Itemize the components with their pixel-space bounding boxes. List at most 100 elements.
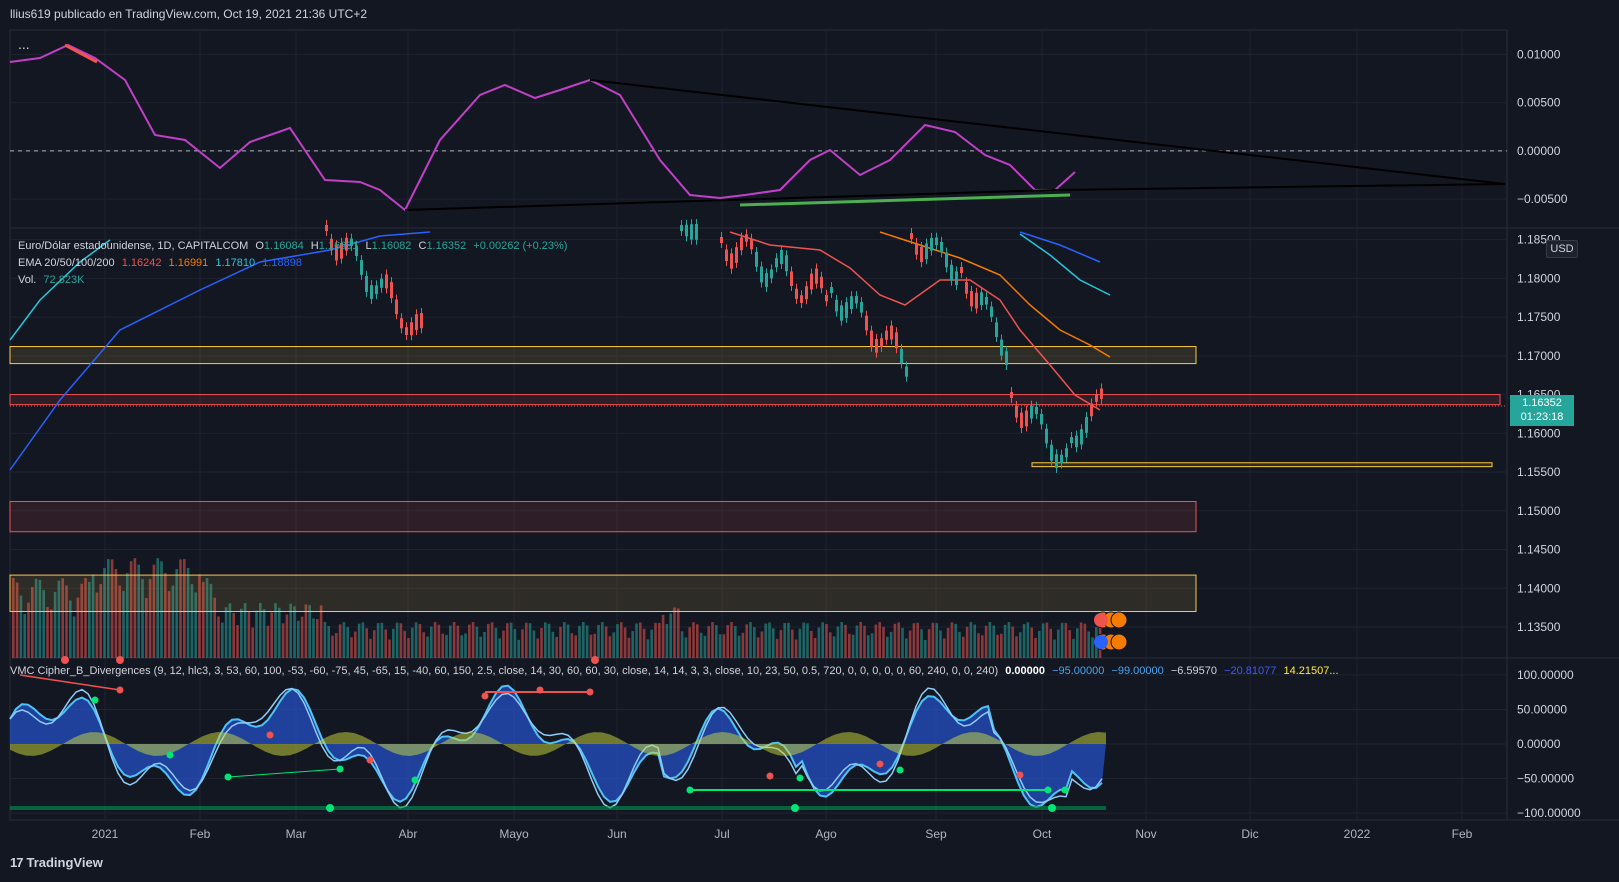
candle-body <box>720 237 723 243</box>
time-tick-label: Oct <box>1033 827 1052 841</box>
volume-bar <box>825 624 828 658</box>
volume-bar <box>118 585 121 658</box>
volume-bar <box>737 635 741 658</box>
top-axis-tick: 0.01000 <box>1517 47 1561 61</box>
volume-bar <box>756 637 760 658</box>
volume-bar <box>722 634 726 658</box>
candle-body <box>1010 392 1013 398</box>
candle-body <box>890 325 893 340</box>
volume-bar <box>650 629 653 658</box>
volume-bar <box>897 622 900 658</box>
candle-body <box>865 315 868 331</box>
volume-bar <box>190 584 194 658</box>
volume-legend[interactable]: Vol. 72.823K <box>18 274 88 286</box>
candle-body <box>1095 394 1098 402</box>
volume-bar <box>920 629 923 658</box>
candle-body <box>330 238 333 251</box>
volume-bar <box>50 609 53 658</box>
candle-body <box>770 269 773 279</box>
volume-bar <box>566 624 570 658</box>
candle-body <box>1085 417 1088 433</box>
volume-bar <box>171 585 175 658</box>
close-label: C <box>418 240 427 252</box>
candle-body <box>420 313 423 329</box>
price-zone <box>9 500 1197 533</box>
time-tick-label: Mar <box>286 827 307 841</box>
volume-bar <box>19 595 23 658</box>
candle-body <box>1080 429 1083 445</box>
candle-body <box>410 322 413 336</box>
symbol-name[interactable]: Euro/Dólar estadounidense, 1D, CAPITALCO… <box>18 240 249 252</box>
more-icon[interactable]: ... <box>18 36 30 52</box>
volume-bar <box>69 600 72 658</box>
low-label: L <box>365 240 372 252</box>
volume-bar <box>327 626 330 658</box>
last-price-value: 1.16352 <box>1522 397 1562 409</box>
candle-body <box>1000 339 1003 356</box>
volume-bar <box>34 578 38 658</box>
time-tick-label: Jul <box>714 827 729 841</box>
volume-bar <box>943 638 946 658</box>
candle-body <box>385 274 388 289</box>
volume-bar <box>810 630 813 658</box>
volume-bar <box>506 623 509 658</box>
volume-bar <box>148 579 152 658</box>
candle-body <box>735 247 738 263</box>
volume-bar <box>1038 630 1041 658</box>
volume-bar <box>414 622 418 658</box>
volume-bar <box>209 583 213 658</box>
volume-bar <box>984 625 988 658</box>
candle-body <box>375 285 378 295</box>
volume-bar <box>433 622 437 658</box>
volume-bar <box>817 627 821 658</box>
cipher-legend[interactable]: VMC Cipher_B_Divergences (9, 12, hlc3, 3… <box>10 665 1343 677</box>
candle-body <box>825 294 828 302</box>
time-tick-label: Feb <box>190 827 211 841</box>
status-dot <box>791 804 799 812</box>
candle-body <box>835 299 838 312</box>
volume-bar <box>471 622 475 658</box>
tradingview-brand[interactable]: 17 TradingView <box>10 855 103 870</box>
volume-bar <box>859 622 862 658</box>
volume-bar <box>475 626 479 658</box>
volume-bar <box>718 634 722 658</box>
high-value: 1.16691 <box>318 240 359 252</box>
candle-body <box>935 237 938 245</box>
volume-bar <box>15 582 19 658</box>
candle-body <box>1070 437 1073 443</box>
candle-body <box>830 287 833 293</box>
volume-bar <box>745 624 748 658</box>
signal-dot <box>266 731 274 739</box>
volume-bar <box>308 605 311 658</box>
volume-bar <box>205 578 209 658</box>
candle-body <box>950 264 953 281</box>
ema100-value: 1.17810 <box>215 257 256 269</box>
volume-bar <box>274 603 277 658</box>
ema-legend[interactable]: EMA 20/50/100/200 1.16242 1.16991 1.1781… <box>18 257 306 269</box>
volume-bar <box>578 625 581 658</box>
volume-bar <box>840 622 843 658</box>
wave-area <box>10 685 1106 808</box>
volume-bar <box>1034 637 1037 658</box>
volume-bar <box>441 633 444 658</box>
volume-bar <box>445 634 448 658</box>
signal-dot <box>896 766 904 774</box>
candle-body <box>995 322 998 338</box>
signal-dot <box>766 772 774 780</box>
time-tick-label: Dic <box>1241 827 1258 841</box>
volume-bar <box>1068 630 1071 658</box>
volume-bar <box>361 622 365 658</box>
volume-bar <box>1064 623 1068 658</box>
candle-body <box>925 243 928 260</box>
candle-body <box>790 271 793 286</box>
volume-bar <box>202 581 205 658</box>
volume-bar <box>1041 623 1045 658</box>
volume-bar <box>612 632 615 658</box>
volume-bar <box>730 622 733 658</box>
candle-body <box>750 238 753 250</box>
volume-bar <box>126 573 129 658</box>
candle-body <box>1015 405 1018 418</box>
currency-button[interactable]: USD <box>1546 240 1578 258</box>
volume-bar <box>422 632 425 658</box>
